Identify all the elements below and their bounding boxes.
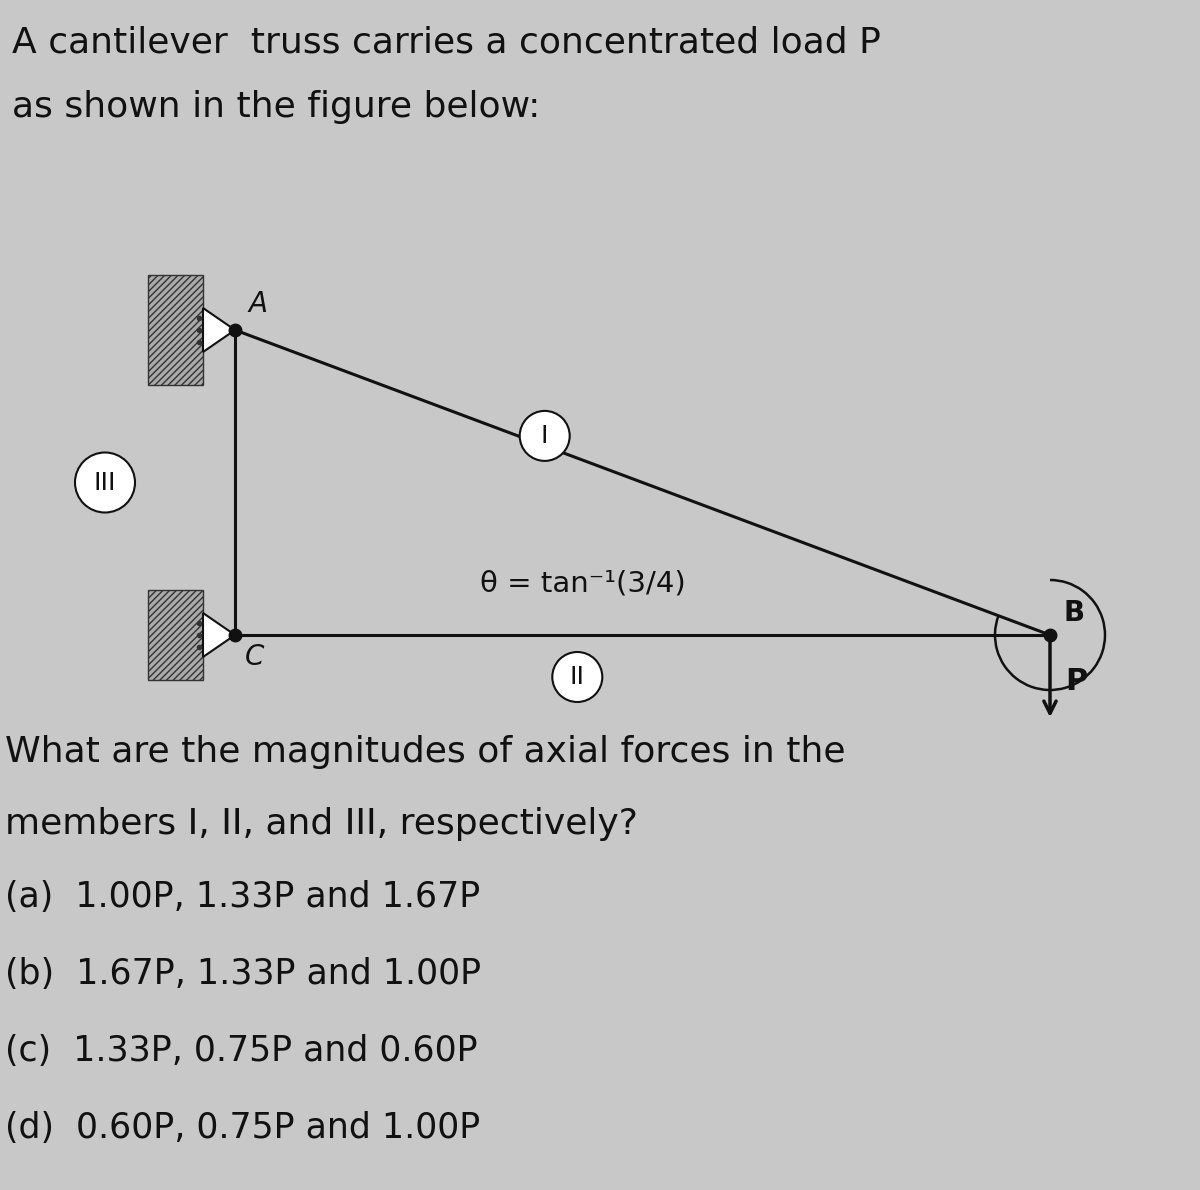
Text: B: B bbox=[1063, 599, 1084, 627]
Text: (b)  1.67P, 1.33P and 1.00P: (b) 1.67P, 1.33P and 1.00P bbox=[5, 957, 481, 991]
Text: (c)  1.33P, 0.75P and 0.60P: (c) 1.33P, 0.75P and 0.60P bbox=[5, 1034, 478, 1067]
Polygon shape bbox=[203, 308, 235, 352]
Text: II: II bbox=[570, 665, 584, 689]
Text: as shown in the figure below:: as shown in the figure below: bbox=[12, 90, 540, 124]
Circle shape bbox=[74, 452, 134, 513]
Text: What are the magnitudes of axial forces in the: What are the magnitudes of axial forces … bbox=[5, 735, 846, 769]
Text: θ = tan⁻¹(3/4): θ = tan⁻¹(3/4) bbox=[480, 569, 685, 597]
Text: I: I bbox=[541, 424, 548, 447]
Text: C: C bbox=[245, 643, 264, 671]
Bar bbox=[148, 590, 203, 679]
Text: P: P bbox=[1066, 668, 1087, 696]
Text: (a)  1.00P, 1.33P and 1.67P: (a) 1.00P, 1.33P and 1.67P bbox=[5, 879, 480, 914]
Text: A cantilever  truss carries a concentrated load P: A cantilever truss carries a concentrate… bbox=[12, 25, 881, 60]
Text: members I, II, and III, respectively?: members I, II, and III, respectively? bbox=[5, 807, 638, 841]
Circle shape bbox=[552, 652, 602, 702]
Text: A: A bbox=[248, 290, 266, 318]
Text: (d)  0.60P, 0.75P and 1.00P: (d) 0.60P, 0.75P and 1.00P bbox=[5, 1111, 480, 1145]
Circle shape bbox=[520, 411, 570, 461]
Polygon shape bbox=[203, 613, 235, 657]
Text: III: III bbox=[94, 470, 116, 495]
Bar bbox=[148, 275, 203, 386]
